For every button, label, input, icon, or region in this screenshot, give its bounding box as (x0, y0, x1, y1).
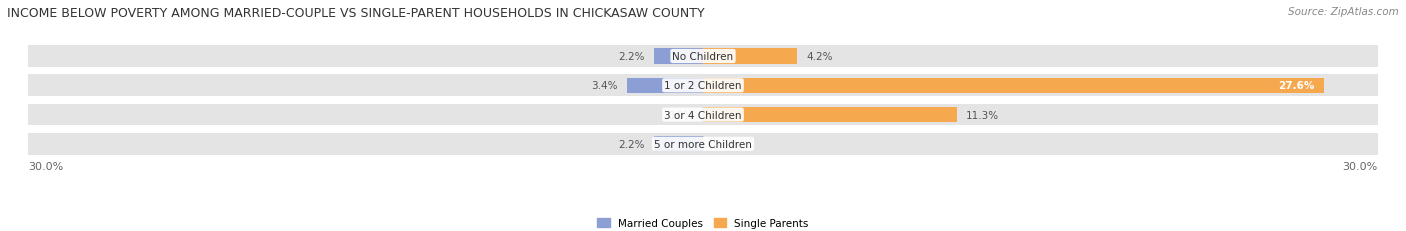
Text: 3.4%: 3.4% (591, 81, 617, 91)
Text: 30.0%: 30.0% (1343, 162, 1378, 172)
Text: 4.2%: 4.2% (807, 52, 832, 62)
Bar (28, 104, 1378, 126)
Text: Source: ZipAtlas.com: Source: ZipAtlas.com (1288, 7, 1399, 17)
Text: 30.0%: 30.0% (28, 162, 63, 172)
Text: 27.6%: 27.6% (1278, 81, 1315, 91)
Text: 2.2%: 2.2% (619, 52, 644, 62)
Bar (703, 107, 957, 123)
Bar (703, 78, 1324, 94)
Text: 5 or more Children: 5 or more Children (654, 139, 752, 149)
Bar (654, 137, 703, 152)
Text: INCOME BELOW POVERTY AMONG MARRIED-COUPLE VS SINGLE-PARENT HOUSEHOLDS IN CHICKAS: INCOME BELOW POVERTY AMONG MARRIED-COUPL… (7, 7, 704, 20)
Text: 3 or 4 Children: 3 or 4 Children (664, 110, 742, 120)
Bar (28, 46, 1378, 67)
Text: 2.2%: 2.2% (619, 139, 644, 149)
Legend: Married Couples, Single Parents: Married Couples, Single Parents (593, 214, 813, 231)
Bar (627, 78, 703, 94)
Bar (654, 49, 703, 64)
Text: 0.0%: 0.0% (711, 139, 738, 149)
Bar (703, 49, 797, 64)
Text: No Children: No Children (672, 52, 734, 62)
Bar (28, 134, 1378, 155)
Text: 11.3%: 11.3% (966, 110, 1000, 120)
Bar (28, 75, 1378, 97)
Text: 1 or 2 Children: 1 or 2 Children (664, 81, 742, 91)
Text: 0.0%: 0.0% (668, 110, 695, 120)
